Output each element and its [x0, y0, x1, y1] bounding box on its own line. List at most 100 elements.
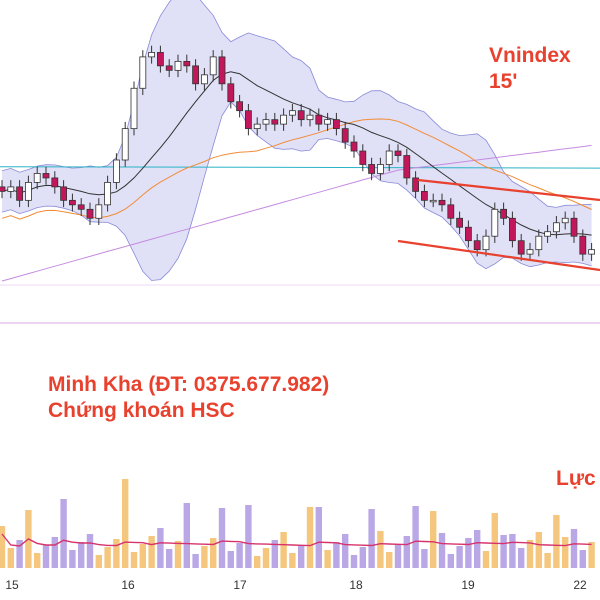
candle	[500, 202, 508, 225]
candle	[570, 211, 578, 243]
candle-body	[236, 101, 244, 112]
candle	[376, 157, 384, 181]
volume-bar	[465, 538, 472, 568]
volume-bar	[254, 556, 261, 568]
candle	[192, 59, 200, 91]
candle-body	[473, 240, 481, 251]
volume-bar	[544, 553, 551, 568]
candle-body	[464, 226, 472, 242]
volume-bar	[183, 503, 190, 568]
volume-bar	[86, 534, 94, 568]
candle-body	[385, 150, 393, 165]
candle-body	[526, 249, 534, 255]
candle-body	[86, 208, 94, 219]
candle	[491, 202, 499, 243]
candle	[200, 68, 208, 91]
candle	[244, 103, 252, 136]
candles	[0, 45, 595, 261]
candle	[148, 45, 156, 64]
volume-bar	[535, 532, 542, 568]
candle-body	[561, 217, 569, 224]
candle	[447, 198, 455, 225]
candle	[33, 166, 41, 190]
volume-bar	[166, 549, 173, 568]
candle	[86, 202, 94, 225]
candle-body	[156, 52, 164, 67]
volume-ma-line	[1, 533, 592, 547]
candle-body	[139, 56, 147, 89]
volume-bar	[34, 553, 41, 568]
volume-bar	[227, 551, 234, 568]
candle	[236, 95, 244, 118]
candle-body	[280, 114, 288, 125]
candle	[420, 184, 428, 208]
candle-body	[209, 56, 217, 76]
volume-bar	[456, 546, 463, 568]
candle	[297, 103, 305, 127]
volume-bar	[342, 534, 349, 568]
candle-body	[69, 199, 76, 206]
ma-short-line	[1, 71, 592, 236]
candle-body	[297, 110, 305, 121]
volume-bar	[113, 539, 120, 568]
candle-body	[60, 186, 67, 201]
volume-bar	[306, 507, 314, 568]
candle	[429, 193, 437, 208]
volume-bar	[562, 537, 569, 568]
volume-bar	[579, 550, 586, 568]
volume-bar	[430, 511, 437, 568]
bollinger-band-fill	[2, 0, 592, 281]
candle	[368, 157, 376, 181]
ma-flat-line	[0, 166, 600, 169]
volume-bar	[570, 529, 578, 568]
candle	[359, 144, 367, 172]
candle-body	[253, 123, 261, 130]
candle-body	[359, 150, 367, 165]
volume-label: Lực	[556, 467, 596, 490]
trend-channel	[397, 178, 600, 272]
volume-bar	[588, 542, 595, 568]
candle-body	[420, 190, 428, 201]
volume-bar	[368, 509, 375, 568]
candle-body	[412, 177, 420, 192]
candle	[412, 171, 420, 199]
candle-body	[403, 155, 411, 179]
volume-bar	[192, 554, 199, 568]
candle	[7, 180, 15, 199]
candle	[139, 50, 147, 95]
candle	[113, 153, 120, 190]
volume-bar	[104, 547, 111, 568]
volume-bar	[174, 541, 182, 568]
candle	[306, 108, 314, 127]
candle-body	[368, 164, 376, 174]
candle-body	[544, 231, 551, 237]
candle-body	[33, 173, 41, 183]
candle	[51, 171, 59, 194]
candle	[464, 220, 472, 248]
channel-lower-line	[397, 239, 600, 272]
candle	[60, 180, 67, 208]
volume-bar	[377, 531, 384, 568]
candle	[253, 117, 261, 136]
candle-body	[570, 217, 578, 237]
volume-bar	[359, 547, 366, 568]
volume-bars	[0, 479, 595, 568]
candle-body	[491, 208, 499, 237]
volume-bar	[148, 536, 155, 568]
volume-bar	[421, 549, 428, 568]
candle-body	[306, 114, 314, 121]
candle-body	[7, 186, 15, 192]
candle-body	[482, 235, 490, 251]
candle-body	[447, 204, 455, 219]
candle	[588, 242, 595, 261]
candle	[544, 225, 551, 243]
candle	[332, 112, 340, 136]
candle-body	[16, 186, 24, 201]
candle-body	[113, 159, 120, 183]
candle	[104, 175, 111, 212]
candle	[280, 108, 288, 131]
candle	[350, 135, 358, 158]
volume-bar	[262, 548, 270, 568]
candle-body	[394, 150, 402, 156]
